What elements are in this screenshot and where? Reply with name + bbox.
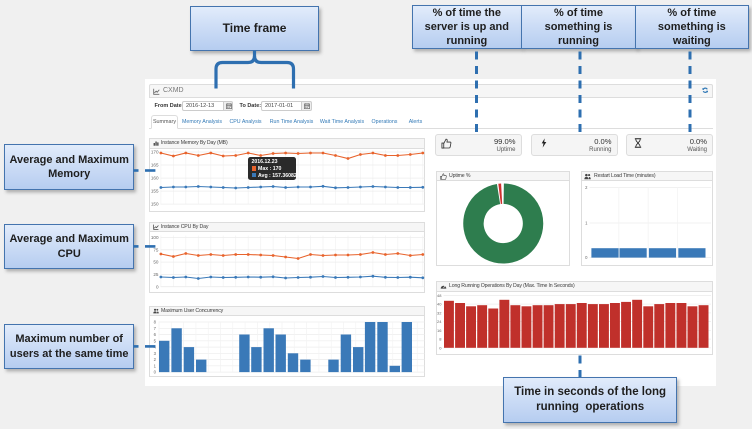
svg-text:48: 48 (437, 292, 442, 297)
svg-text:7: 7 (153, 326, 156, 331)
svg-text:6: 6 (153, 332, 156, 337)
svg-text:4: 4 (153, 345, 156, 350)
svg-text:150: 150 (150, 201, 158, 206)
svg-text:1: 1 (585, 221, 588, 226)
svg-text:2: 2 (585, 185, 588, 190)
svg-text:24: 24 (437, 319, 442, 324)
svg-text:5: 5 (153, 338, 156, 343)
svg-text:0: 0 (153, 370, 156, 375)
svg-text:155: 155 (150, 188, 158, 193)
svg-text:8: 8 (153, 320, 156, 325)
svg-text:165: 165 (150, 162, 158, 167)
svg-text:0: 0 (585, 255, 588, 260)
svg-text:16: 16 (437, 327, 442, 332)
svg-text:3: 3 (153, 351, 156, 356)
svg-text:32: 32 (437, 310, 442, 315)
svg-text:0: 0 (155, 284, 158, 289)
svg-text:170: 170 (150, 149, 158, 154)
svg-text:50: 50 (153, 260, 159, 265)
svg-text:8: 8 (439, 336, 442, 341)
svg-text:100: 100 (150, 235, 158, 240)
svg-text:160: 160 (150, 175, 158, 180)
svg-text:40: 40 (437, 301, 442, 306)
svg-text:25: 25 (153, 272, 159, 277)
svg-text:2: 2 (153, 357, 156, 362)
svg-text:1: 1 (153, 363, 156, 368)
svg-text:75: 75 (153, 247, 159, 252)
svg-text:0: 0 (439, 345, 442, 350)
